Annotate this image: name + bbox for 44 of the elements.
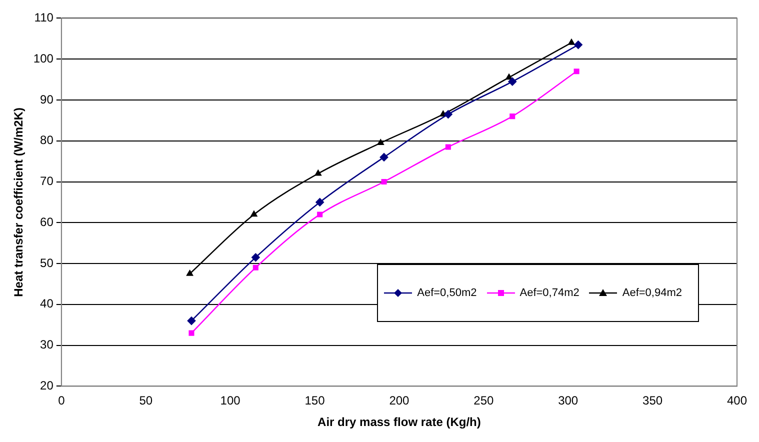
point <box>506 74 512 80</box>
y-tick-label: 100 <box>33 51 54 66</box>
point <box>508 77 517 86</box>
point <box>252 253 260 262</box>
point <box>381 178 387 185</box>
legend-label: Aef=0,50m2 <box>417 287 477 300</box>
x-tick-label: 350 <box>642 394 663 408</box>
y-tick-label: 70 <box>40 174 54 188</box>
point <box>188 330 194 336</box>
x-tick-label: 0 <box>58 394 66 408</box>
point <box>250 210 258 217</box>
point <box>574 40 582 49</box>
x-tick-label: 200 <box>389 394 410 408</box>
y-tick-label: 30 <box>40 338 54 352</box>
point <box>314 170 322 176</box>
y-tick-label: 80 <box>40 133 54 148</box>
point <box>187 316 196 325</box>
point <box>377 139 384 146</box>
point <box>186 270 194 276</box>
y-tick-label: 40 <box>40 296 54 311</box>
x-tick-label: 400 <box>726 394 748 408</box>
x-tick-label: 100 <box>220 394 241 408</box>
point <box>380 153 388 162</box>
x-tick-label: 300 <box>558 394 578 408</box>
point <box>568 39 575 45</box>
x-axis-title: Air dry mass flow rate (Kg/h) <box>318 415 481 430</box>
y-tick-label: 90 <box>40 92 54 106</box>
point <box>317 212 323 218</box>
y-tick-label: 110 <box>34 10 54 25</box>
point <box>316 198 324 206</box>
x-tick-label: 150 <box>304 394 326 408</box>
point <box>445 144 451 150</box>
point <box>574 68 580 74</box>
point <box>444 110 452 118</box>
y-axis-title: Heat transfer coefficient (W/m2K) <box>12 108 26 297</box>
x-tick-label: 50 <box>139 394 153 408</box>
point <box>510 114 516 120</box>
y-tick-label: 20 <box>40 378 54 393</box>
y-tick-label: 60 <box>40 214 54 229</box>
legend-label: Aef=0,74m2 <box>520 287 580 300</box>
y-tick-label: 50 <box>40 256 54 270</box>
legend-label: Aef=0,94m2 <box>622 287 682 300</box>
x-tick-label: 250 <box>474 394 494 408</box>
point <box>252 264 258 270</box>
